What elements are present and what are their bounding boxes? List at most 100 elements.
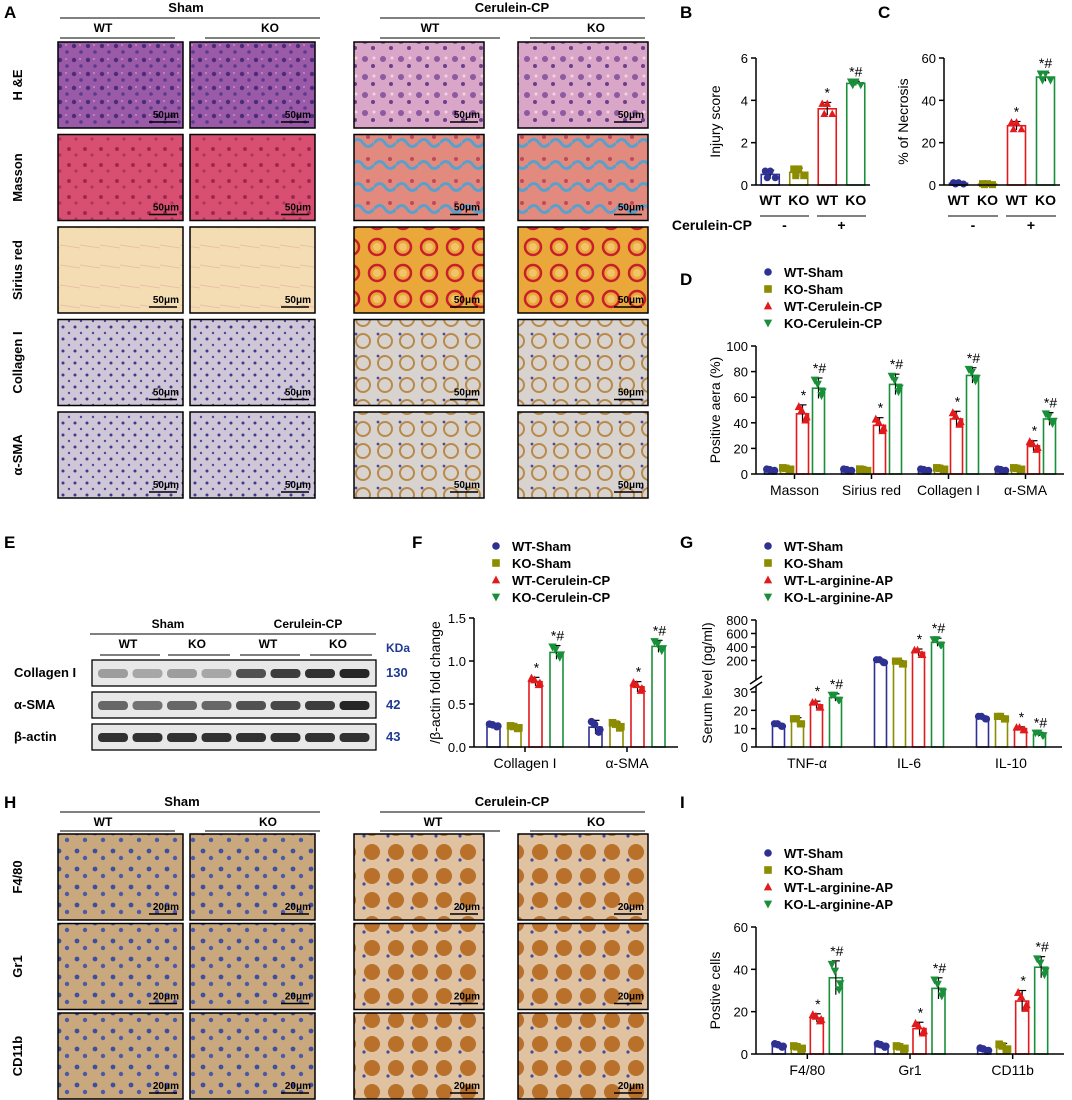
x-tick-label: TNF-α: [787, 755, 827, 771]
legend-label: WT-Cerulein-CP: [512, 573, 611, 588]
legend-marker: [764, 866, 772, 874]
panel-label-i: I: [680, 793, 685, 812]
blot-band: [201, 701, 232, 710]
scale-bar-label: 20μm: [153, 1081, 179, 1092]
x-tick-label: WT: [759, 192, 781, 208]
blot-band: [270, 669, 301, 678]
data-point: [847, 466, 856, 475]
data-point: [996, 712, 1005, 720]
blot-band: [132, 669, 163, 678]
panel-a-ko-sham: KO: [261, 21, 279, 35]
data-point: [1038, 732, 1047, 740]
data-point: [551, 646, 560, 655]
scale-bar-label: 50μm: [618, 203, 644, 214]
x-tick-label: IL-6: [897, 755, 921, 771]
row-label: CD11b: [10, 1036, 25, 1077]
y-tick-label: 400: [726, 640, 748, 655]
scale-bar-label: 50μm: [618, 480, 644, 491]
legend-marker: [764, 559, 772, 567]
significance-mark: *: [1032, 423, 1038, 439]
data-point: [1041, 967, 1050, 976]
x-tick-label: CD11b: [991, 1062, 1034, 1078]
x-tick-label: Collagen I: [917, 482, 980, 498]
y-tick-label: 0: [741, 467, 748, 482]
micrograph-image: [517, 41, 649, 129]
legend-marker: [492, 559, 500, 567]
data-point: [797, 405, 806, 414]
scale-bar-label: 20μm: [618, 992, 644, 1003]
bar: [809, 704, 824, 748]
significance-mark: *#: [1034, 714, 1047, 730]
y-tick-label: 0: [929, 178, 936, 193]
blot-kda-value: 43: [386, 729, 400, 744]
y-tick-label: 0.5: [448, 697, 466, 712]
panel-g-chart: WT-Sham KO-Sham WT-L-arginine-AP KO-L-argin…: [699, 539, 1062, 771]
treatment-mark: -: [782, 217, 787, 233]
blot-band: [98, 701, 128, 710]
data-point: [967, 368, 976, 377]
blot-band: [167, 701, 197, 710]
x-tick-label: WT: [1006, 192, 1028, 208]
y-axis-title: Injury score: [707, 85, 723, 158]
panel-e-ko-sham: KO: [188, 637, 206, 651]
data-point: [1019, 725, 1028, 734]
data-point: [494, 722, 502, 730]
data-point: [1032, 955, 1042, 964]
panel-e-kda-label: KDa: [386, 641, 410, 655]
panel-e-group-cer: Cerulein-CP: [274, 617, 343, 631]
micrograph-image: [353, 922, 485, 1011]
scale-bar-label: 50μm: [454, 110, 480, 121]
data-point: [761, 167, 769, 175]
data-point: [779, 1042, 788, 1051]
data-point: [933, 980, 942, 989]
data-point: [1017, 992, 1026, 1001]
significance-mark: *: [878, 400, 884, 416]
data-point: [590, 720, 599, 729]
data-point: [632, 680, 641, 689]
micrograph-image: [517, 1012, 649, 1100]
y-tick-label: 0: [741, 1047, 748, 1062]
data-point: [1036, 70, 1045, 78]
micrograph-image: [57, 318, 184, 407]
x-tick-label: WT: [816, 192, 838, 208]
y-tick-label: 60: [734, 390, 748, 405]
y-tick-label: 100: [726, 339, 748, 354]
data-point: [1036, 959, 1045, 968]
treatment-mark: +: [837, 217, 845, 233]
blot-band: [98, 733, 128, 742]
row-label: Sirius red: [10, 240, 25, 300]
scale-bar-label: 50μm: [153, 388, 179, 399]
data-point: [800, 172, 808, 180]
axis-break-mark: [749, 681, 763, 691]
significance-mark: *: [1020, 973, 1026, 989]
panel-label-g: G: [680, 533, 693, 552]
y-tick-label: 20: [734, 441, 748, 456]
panel-e-ko-cer: KO: [329, 637, 347, 651]
data-point: [951, 411, 960, 420]
panel-a-wt-cer: WT: [421, 21, 440, 35]
micrograph-image: [189, 226, 316, 314]
data-point: [894, 657, 903, 665]
data-point: [984, 1046, 993, 1055]
x-tick-label: Sirius red: [842, 482, 901, 498]
bar: [965, 374, 980, 475]
scale-bar-label: 20μm: [454, 992, 480, 1003]
data-point: [792, 715, 801, 723]
blot-band: [236, 733, 266, 742]
treatment-mark: -: [971, 217, 976, 233]
y-tick-label: 30: [734, 685, 748, 700]
x-tick-label: Collagen I: [493, 755, 556, 771]
data-point: [887, 372, 896, 381]
panel-e-wt-sham: WT: [119, 637, 138, 651]
data-point: [1034, 729, 1043, 738]
data-point: [637, 684, 647, 693]
y-tick-label: 2: [741, 136, 748, 151]
bar: [811, 387, 826, 475]
row-label: Collagen I: [10, 331, 25, 393]
row-label: α-SMA: [10, 434, 25, 476]
x-tick-label: WT: [948, 192, 970, 208]
data-point: [981, 715, 990, 723]
bar: [1006, 124, 1027, 186]
blot-band: [305, 669, 335, 678]
data-point: [858, 465, 867, 474]
